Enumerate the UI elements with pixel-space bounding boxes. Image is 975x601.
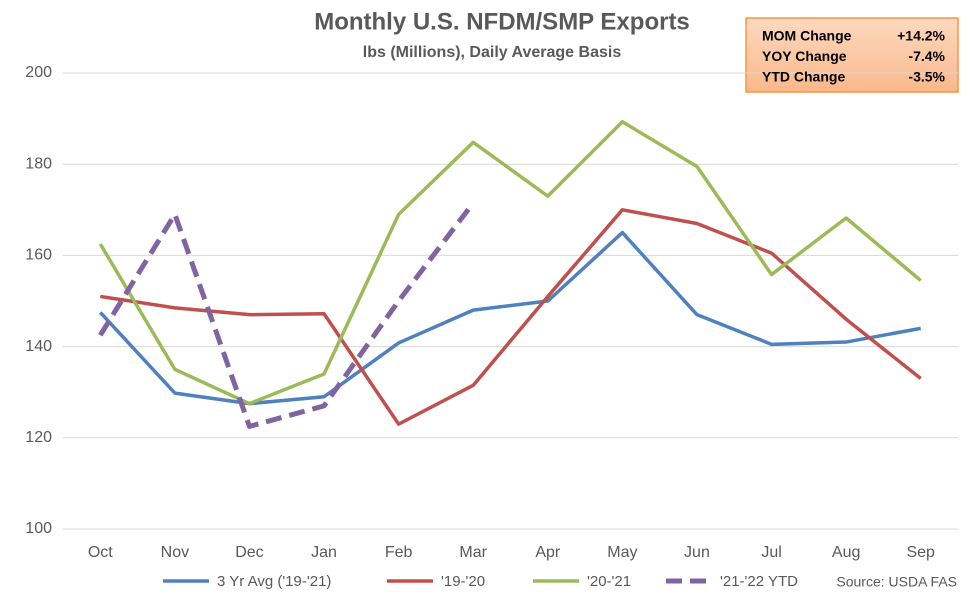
x-tick-label: Jan <box>311 544 337 561</box>
y-tick-label: 180 <box>25 155 52 172</box>
y-tick-label: 160 <box>25 247 52 264</box>
x-tick-label: Jun <box>684 544 710 561</box>
y-tick-label: 100 <box>25 520 52 537</box>
info-label: YOY Change <box>762 48 847 64</box>
info-value: +14.2% <box>897 28 945 44</box>
info-box <box>745 17 959 93</box>
series-line <box>99 230 922 406</box>
info-label: YTD Change <box>762 69 845 85</box>
info-value: -3.5% <box>908 69 945 85</box>
y-tick-label: 120 <box>25 429 52 446</box>
source: Source: USDA FAS <box>836 574 957 590</box>
y-tick-label: 140 <box>25 338 52 355</box>
legend-label: '19-'20 <box>441 573 485 590</box>
x-tick-label: Apr <box>535 544 561 561</box>
x-tick-label: Mar <box>459 544 487 561</box>
info-value: -7.4% <box>908 48 945 64</box>
chart-subtitle: lbs (Millions), Daily Average Basis <box>363 44 622 61</box>
x-tick-label: Jul <box>761 544 781 561</box>
legend-label: '21-'22 YTD <box>720 573 798 590</box>
legend-label: '20-'21 <box>587 573 631 590</box>
chart-title: Monthly U.S. NFDM/SMP Exports <box>314 8 690 35</box>
x-tick-label: Sep <box>906 544 935 561</box>
x-tick-label: Oct <box>88 544 113 561</box>
x-tick-label: Nov <box>161 544 189 561</box>
legend-label: 3 Yr Avg ('19-'21) <box>217 573 331 590</box>
info-label: MOM Change <box>762 28 852 44</box>
y-tick-label: 200 <box>25 64 52 81</box>
x-tick-label: Dec <box>235 544 263 561</box>
x-tick-label: May <box>607 544 637 561</box>
x-tick-label: Aug <box>832 544 860 561</box>
x-tick-label: Feb <box>385 544 413 561</box>
series-line <box>98 120 922 406</box>
